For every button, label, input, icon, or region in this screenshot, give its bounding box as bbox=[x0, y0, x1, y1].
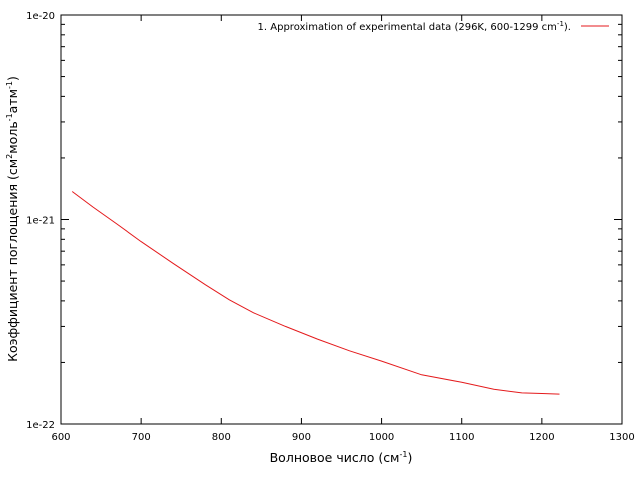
x-axis-label: Волновое число (см-1) bbox=[270, 450, 413, 465]
x-tick-label: 700 bbox=[132, 432, 151, 443]
legend-label-tail: ). bbox=[564, 22, 571, 33]
x-tick-label: 1200 bbox=[529, 432, 554, 443]
y-tick-label: 1e-22 bbox=[26, 420, 55, 431]
legend: 1. Approximation of experimental data (2… bbox=[258, 20, 609, 33]
x-axis-label-main: Волновое число (см bbox=[270, 450, 400, 465]
y-axis-ticks: 1e-22 1e-21 1e-20 bbox=[26, 11, 622, 431]
x-tick-label: 900 bbox=[292, 432, 311, 443]
legend-label: 1. Approximation of experimental data (2… bbox=[258, 20, 571, 33]
y-axis-label-part: ) bbox=[5, 76, 20, 81]
y-axis-label-sup: -1 bbox=[5, 113, 14, 121]
y-axis-label-part: атм bbox=[5, 89, 20, 113]
y-axis-label-sup: 2 bbox=[5, 154, 14, 159]
x-tick-label: 1100 bbox=[449, 432, 474, 443]
legend-label-sup: -1 bbox=[557, 20, 564, 28]
y-axis-label-part: Коэффициент поглощения (см bbox=[5, 159, 20, 362]
y-tick-label: 1e-21 bbox=[26, 216, 55, 227]
x-tick-label: 600 bbox=[51, 432, 70, 443]
y-axis-label-part: моль bbox=[5, 121, 20, 153]
x-tick-label: 1300 bbox=[609, 432, 634, 443]
x-tick-label: 800 bbox=[212, 432, 231, 443]
y-tick-label: 1e-20 bbox=[26, 11, 55, 22]
x-tick-label: 1000 bbox=[369, 432, 394, 443]
series-lines bbox=[71, 191, 560, 395]
series-line bbox=[71, 191, 560, 395]
y-axis-label-sup: -1 bbox=[5, 81, 14, 89]
x-axis-label-sup: -1 bbox=[400, 450, 408, 459]
plot-frame bbox=[60, 14, 623, 425]
y-axis-label: Коэффициент поглощения (см2моль-1атм-1) bbox=[5, 76, 20, 362]
x-axis-label-tail: ) bbox=[407, 450, 412, 465]
legend-label-main: 1. Approximation of experimental data (2… bbox=[258, 22, 557, 33]
x-axis-ticks: 600 700 800 900 1000 1100 1200 1300 bbox=[51, 15, 635, 443]
